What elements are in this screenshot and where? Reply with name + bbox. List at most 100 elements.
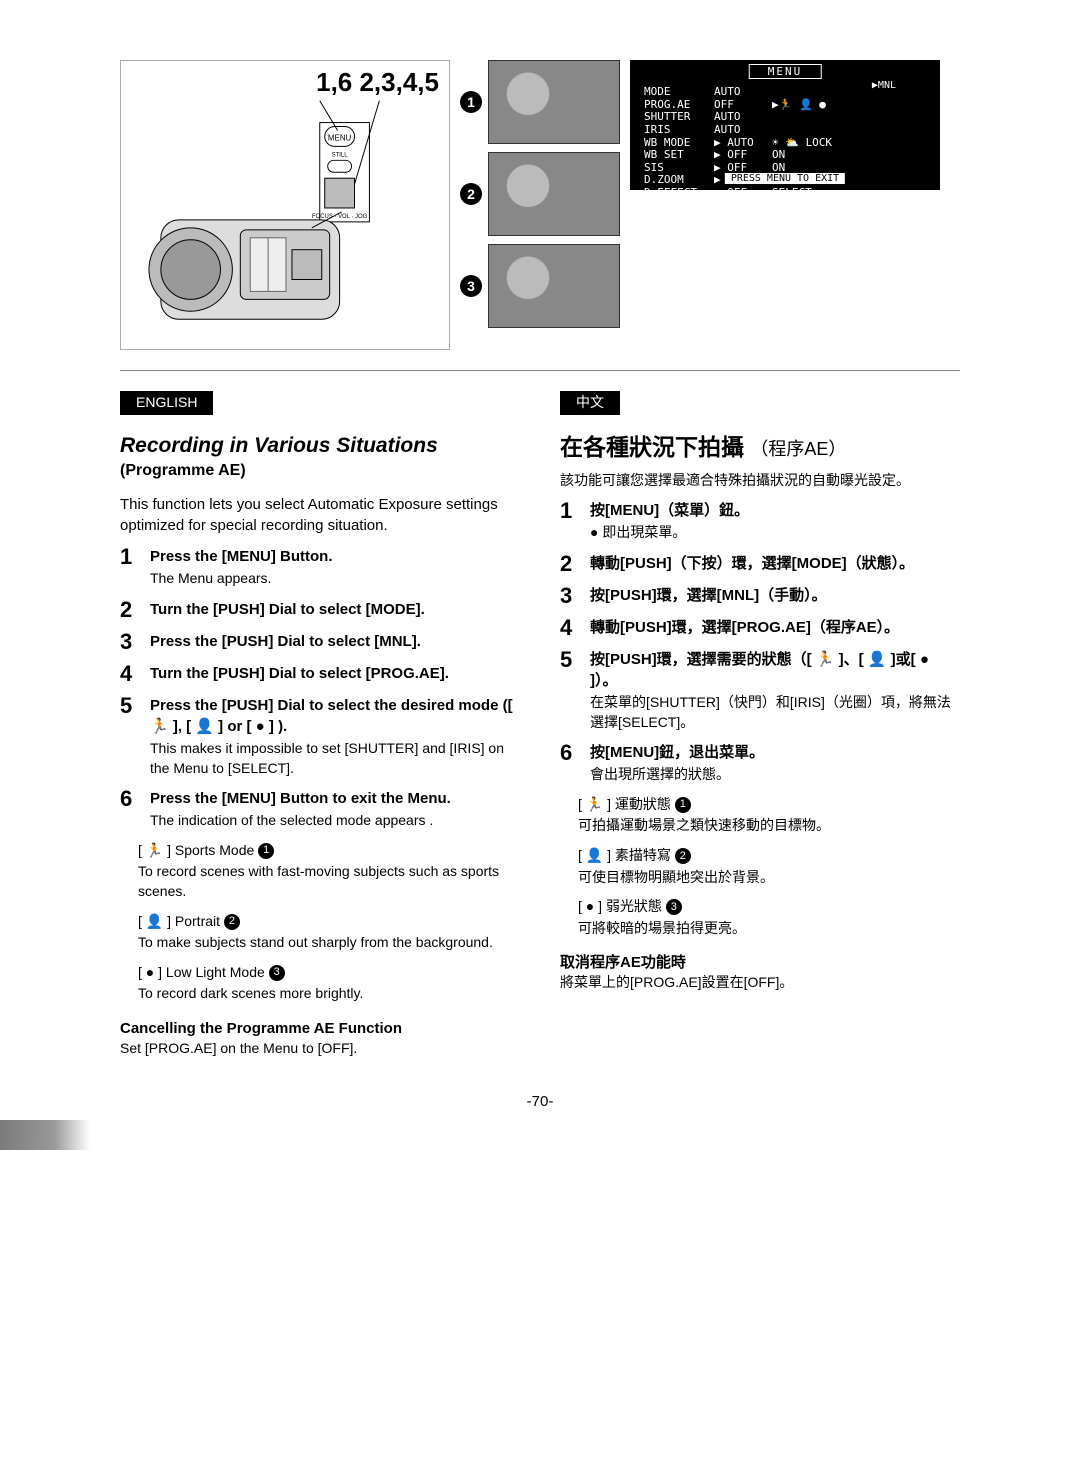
step-item: 5按[PUSH]環，選擇需要的狀態（[ 🏃 ]、[ 👤 ]或[ ● ]）。在菜單… bbox=[560, 649, 960, 732]
step-heading: Press the [PUSH] Dial to select [MNL]. bbox=[150, 631, 421, 652]
mode-badge: 3 bbox=[666, 899, 682, 915]
mode-desc: 可將較暗的場景拍得更亮。 bbox=[578, 919, 960, 939]
scan-artifact bbox=[0, 1120, 90, 1150]
mode-name: 運動狀態 bbox=[615, 796, 671, 812]
step-number: 5 bbox=[560, 649, 580, 732]
english-cancel-body: Set [PROG.AE] on the Menu to [OFF]. bbox=[120, 1039, 520, 1059]
english-intro: This function lets you select Automatic … bbox=[120, 494, 520, 536]
mode-desc: 可拍攝運動場景之類快速移動的目標物。 bbox=[578, 816, 960, 836]
osd-menu-row: SHUTTERAUTO bbox=[644, 111, 926, 124]
step-heading: Turn the [PUSH] Dial to select [PROG.AE]… bbox=[150, 663, 449, 684]
mode-badge: 1 bbox=[258, 843, 274, 859]
step-item: 6按[MENU]鈕，退出菜單。會出現所選擇的狀態。 bbox=[560, 742, 960, 785]
osd-menu-row: WB MODE▶ AUTO☀ ⛅ LOCK bbox=[644, 137, 926, 150]
mode-icon: ● bbox=[586, 898, 594, 914]
chinese-cancel-heading: 取消程序AE功能時 bbox=[560, 952, 960, 973]
osd-menu-row: OTHERS ▶ OFF SELECT bbox=[644, 200, 926, 213]
camera-diagram: 1,6 2,3,4,5 MENU STILL FOCUS · VOL · JOG bbox=[120, 60, 450, 350]
mode-badge: 1 bbox=[675, 797, 691, 813]
mode-desc: To record dark scenes more brightly. bbox=[138, 984, 520, 1004]
step-number: 4 bbox=[560, 617, 580, 639]
english-title: Recording in Various Situations bbox=[120, 431, 520, 460]
step-heading: 按[PUSH]環，選擇需要的狀態（[ 🏃 ]、[ 👤 ]或[ ● ]）。 bbox=[590, 649, 960, 691]
osd-menu-row: WB SET▶ OFFON bbox=[644, 149, 926, 162]
mode-block: [ 🏃 ] Sports Mode 1To record scenes with… bbox=[138, 841, 520, 902]
osd-extra: SELECT bbox=[772, 200, 812, 213]
shot-image bbox=[488, 60, 620, 144]
english-column: ENGLISH Recording in Various Situations … bbox=[120, 391, 520, 1059]
mode-icon: 🏃 bbox=[586, 796, 603, 812]
mode-desc: 可使目標物明顯地突出於背景。 bbox=[578, 868, 960, 888]
step-number: 3 bbox=[120, 631, 140, 653]
step-item: 5Press the [PUSH] Dial to select the des… bbox=[120, 695, 520, 778]
step-sub: ● 即出現菜單。 bbox=[590, 523, 749, 543]
mode-block: [ ● ] 弱光狀態 3可將較暗的場景拍得更亮。 bbox=[578, 897, 960, 938]
step-item: 2轉動[PUSH]（下按）環，選擇[MODE]（狀態）。 bbox=[560, 553, 960, 575]
step-heading: 轉動[PUSH]（下按）環，選擇[MODE]（狀態）。 bbox=[590, 553, 914, 574]
chinese-steps: 1按[MENU]（菜單）鈕。● 即出現菜單。2轉動[PUSH]（下按）環，選擇[… bbox=[560, 500, 960, 784]
mode-name: Portrait bbox=[175, 913, 220, 929]
mode-heading: [ ● ] 弱光狀態 3 bbox=[578, 897, 960, 917]
step-number: 3 bbox=[560, 585, 580, 607]
mode-heading: [ 👤 ] Portrait 2 bbox=[138, 912, 520, 932]
manual-page: 1,6 2,3,4,5 MENU STILL FOCUS · VOL · JOG bbox=[0, 0, 1080, 1150]
mode-desc: To record scenes with fast-moving subjec… bbox=[138, 862, 520, 901]
step-heading: Press the [MENU] Button. bbox=[150, 546, 333, 567]
osd-key: D.EFFECT bbox=[644, 187, 706, 200]
sample-shots-column: 1 2 3 bbox=[460, 60, 620, 350]
chinese-title: 在各種狀況下拍攝 （程序AE） bbox=[560, 431, 960, 463]
step-item: 4 Turn the [PUSH] Dial to select [PROG.AE… bbox=[120, 663, 520, 685]
mode-icon: 👤 bbox=[586, 847, 603, 863]
shot-badge: 1 bbox=[460, 91, 482, 113]
osd-menu-footer: PRESS MENU TO EXIT bbox=[725, 173, 845, 184]
step-item: 3按[PUSH]環，選擇[MNL]（手動）。 bbox=[560, 585, 960, 607]
step-number: 1 bbox=[120, 546, 140, 589]
step-item: 1 Press the [MENU] Button.The Menu appear… bbox=[120, 546, 520, 589]
camera-svg: MENU STILL FOCUS · VOL · JOG bbox=[121, 61, 449, 349]
step-heading: Press the [MENU] Button to exit the Menu… bbox=[150, 788, 451, 809]
mode-block: [ 👤 ] 素描特寫 2可使目標物明顯地突出於背景。 bbox=[578, 846, 960, 887]
chinese-intro: 該功能可讓您選擇最適合特殊拍攝狀況的自動曝光設定。 bbox=[560, 471, 960, 491]
step-item: 6 Press the [MENU] Button to exit the Men… bbox=[120, 788, 520, 831]
step-number: 2 bbox=[120, 599, 140, 621]
mode-heading: [ ● ] Low Light Mode 3 bbox=[138, 963, 520, 983]
osd-key: OTHERS bbox=[644, 200, 706, 213]
step-number: 6 bbox=[120, 788, 140, 831]
osd-val: ▶ OFF bbox=[714, 200, 764, 213]
sample-shot: 2 bbox=[460, 152, 620, 236]
step-item: 2Turn the [PUSH] Dial to select [MODE]. bbox=[120, 599, 520, 621]
osd-mnl-tag: ▶MNL bbox=[872, 80, 896, 91]
mode-name: Sports Mode bbox=[175, 842, 254, 858]
dial-still-label: STILL bbox=[332, 152, 349, 158]
osd-val: ▶ OFF bbox=[714, 149, 764, 162]
step-sub: The Menu appears. bbox=[150, 569, 333, 589]
step-heading: 按[MENU]鈕，退出菜單。 bbox=[590, 742, 764, 763]
shot-badge: 3 bbox=[460, 275, 482, 297]
mode-badge: 3 bbox=[269, 965, 285, 981]
osd-menu-row: D.EFFECT ▶ OFF SELECT bbox=[644, 187, 926, 200]
mode-name: Low Light Mode bbox=[166, 964, 265, 980]
osd-extra: SELECT bbox=[772, 187, 812, 200]
shot-badge: 2 bbox=[460, 183, 482, 205]
step-number: 4 bbox=[120, 663, 140, 685]
chinese-title-paren: （程序AE） bbox=[750, 439, 846, 459]
mode-desc: To make subjects stand out sharply from … bbox=[138, 933, 520, 953]
step-heading: 轉動[PUSH]環，選擇[PROG.AE]（程序AE）。 bbox=[590, 617, 899, 638]
chinese-modes: [ 🏃 ] 運動狀態 1可拍攝運動場景之類快速移動的目標物。[ 👤 ] 素描特寫… bbox=[560, 795, 960, 939]
osd-extra: ▶🏃 👤 ● bbox=[772, 99, 826, 112]
osd-val: ▶ OFF bbox=[714, 187, 764, 200]
step-sub: 在菜單的[SHUTTER]（快門）和[IRIS]（光圈）項，將無法選擇[SELE… bbox=[590, 693, 960, 732]
chinese-title-main: 在各種狀況下拍攝 bbox=[560, 434, 744, 460]
mode-name: 素描特寫 bbox=[615, 847, 671, 863]
mode-block: [ 🏃 ] 運動狀態 1可拍攝運動場景之類快速移動的目標物。 bbox=[578, 795, 960, 836]
shot-image bbox=[488, 244, 620, 328]
figure-area: 1,6 2,3,4,5 MENU STILL FOCUS · VOL · JOG bbox=[120, 60, 960, 371]
mode-icon: ● bbox=[146, 964, 154, 980]
lang-tab-english: ENGLISH bbox=[120, 391, 213, 415]
sample-shot: 3 bbox=[460, 244, 620, 328]
mode-badge: 2 bbox=[224, 914, 240, 930]
step-sub: This makes it impossible to set [SHUTTER… bbox=[150, 739, 520, 778]
english-subtitle: (Programme AE) bbox=[120, 460, 520, 482]
step-number: 1 bbox=[560, 500, 580, 543]
lang-tab-chinese: 中文 bbox=[560, 391, 620, 415]
